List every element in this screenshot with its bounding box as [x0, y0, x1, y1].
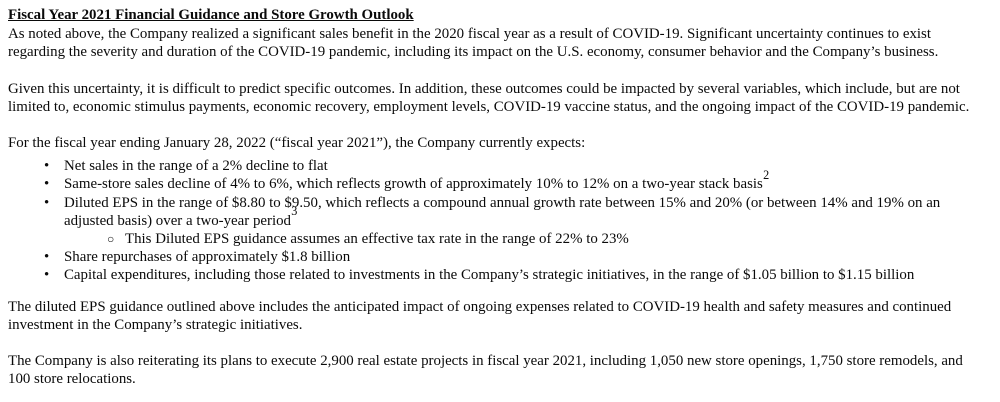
list-item: • Same-store sales decline of 4% to 6%, … — [8, 168, 988, 193]
sub-bullet-icon: ○ — [107, 232, 115, 247]
bullet-icon: • — [44, 176, 50, 193]
paragraph-covid-benefit: As noted above, the Company realized a s… — [8, 26, 939, 61]
bullet-same-store-sales: Same-store sales decline of 4% to 6%, wh… — [64, 168, 988, 193]
footnote-reference: 2 — [763, 167, 770, 182]
bullet-icon: • — [44, 194, 50, 211]
bullet-text: Net sales in the range of a 2% decline t… — [64, 158, 328, 175]
bullet-icon: • — [44, 249, 50, 266]
bullet-text: Same-store sales decline of 4% to 6%, wh… — [64, 176, 763, 193]
bullet-text: Capital expenditures, including those re… — [64, 267, 915, 284]
bullet-icon: • — [44, 158, 50, 175]
bullet-text: Diluted EPS in the range of $8.80 to $9.… — [64, 194, 941, 229]
bullet-text: Share repurchases of approximately $1.8 … — [64, 249, 351, 266]
paragraph-uncertainty-variables: Given this uncertainty, it is difficult … — [8, 80, 970, 115]
paragraph-guidance-intro: For the fiscal year ending January 28, 2… — [8, 135, 586, 152]
paragraph-eps-guidance-impact: The diluted EPS guidance outlined above … — [8, 298, 952, 333]
list-item: • Capital expenditures, including those … — [8, 266, 988, 284]
footnote-reference: 3 — [291, 203, 298, 218]
bullet-icon: • — [44, 267, 50, 284]
bullet-share-repurchases: Share repurchases of approximately $1.8 … — [64, 248, 988, 266]
guidance-bullet-list: • Net sales in the range of a 2% decline… — [8, 157, 988, 284]
list-item: • Net sales in the range of a 2% decline… — [8, 157, 988, 175]
page-title: Fiscal Year 2021 Financial Guidance and … — [8, 7, 414, 23]
list-item: ○ This Diluted EPS guidance assumes an e… — [8, 230, 988, 248]
bullet-diluted-eps: Diluted EPS in the range of $8.80 to $9.… — [64, 194, 988, 230]
list-item: • Diluted EPS in the range of $8.80 to $… — [8, 194, 988, 230]
paragraph-real-estate-plans: The Company is also reiterating its plan… — [8, 353, 963, 388]
sub-bullet-tax-rate: This Diluted EPS guidance assumes an eff… — [125, 231, 629, 248]
list-item: • Share repurchases of approximately $1.… — [8, 248, 988, 266]
bullet-capital-expenditures: Capital expenditures, including those re… — [64, 266, 988, 284]
bullet-net-sales: Net sales in the range of a 2% decline t… — [64, 157, 988, 175]
